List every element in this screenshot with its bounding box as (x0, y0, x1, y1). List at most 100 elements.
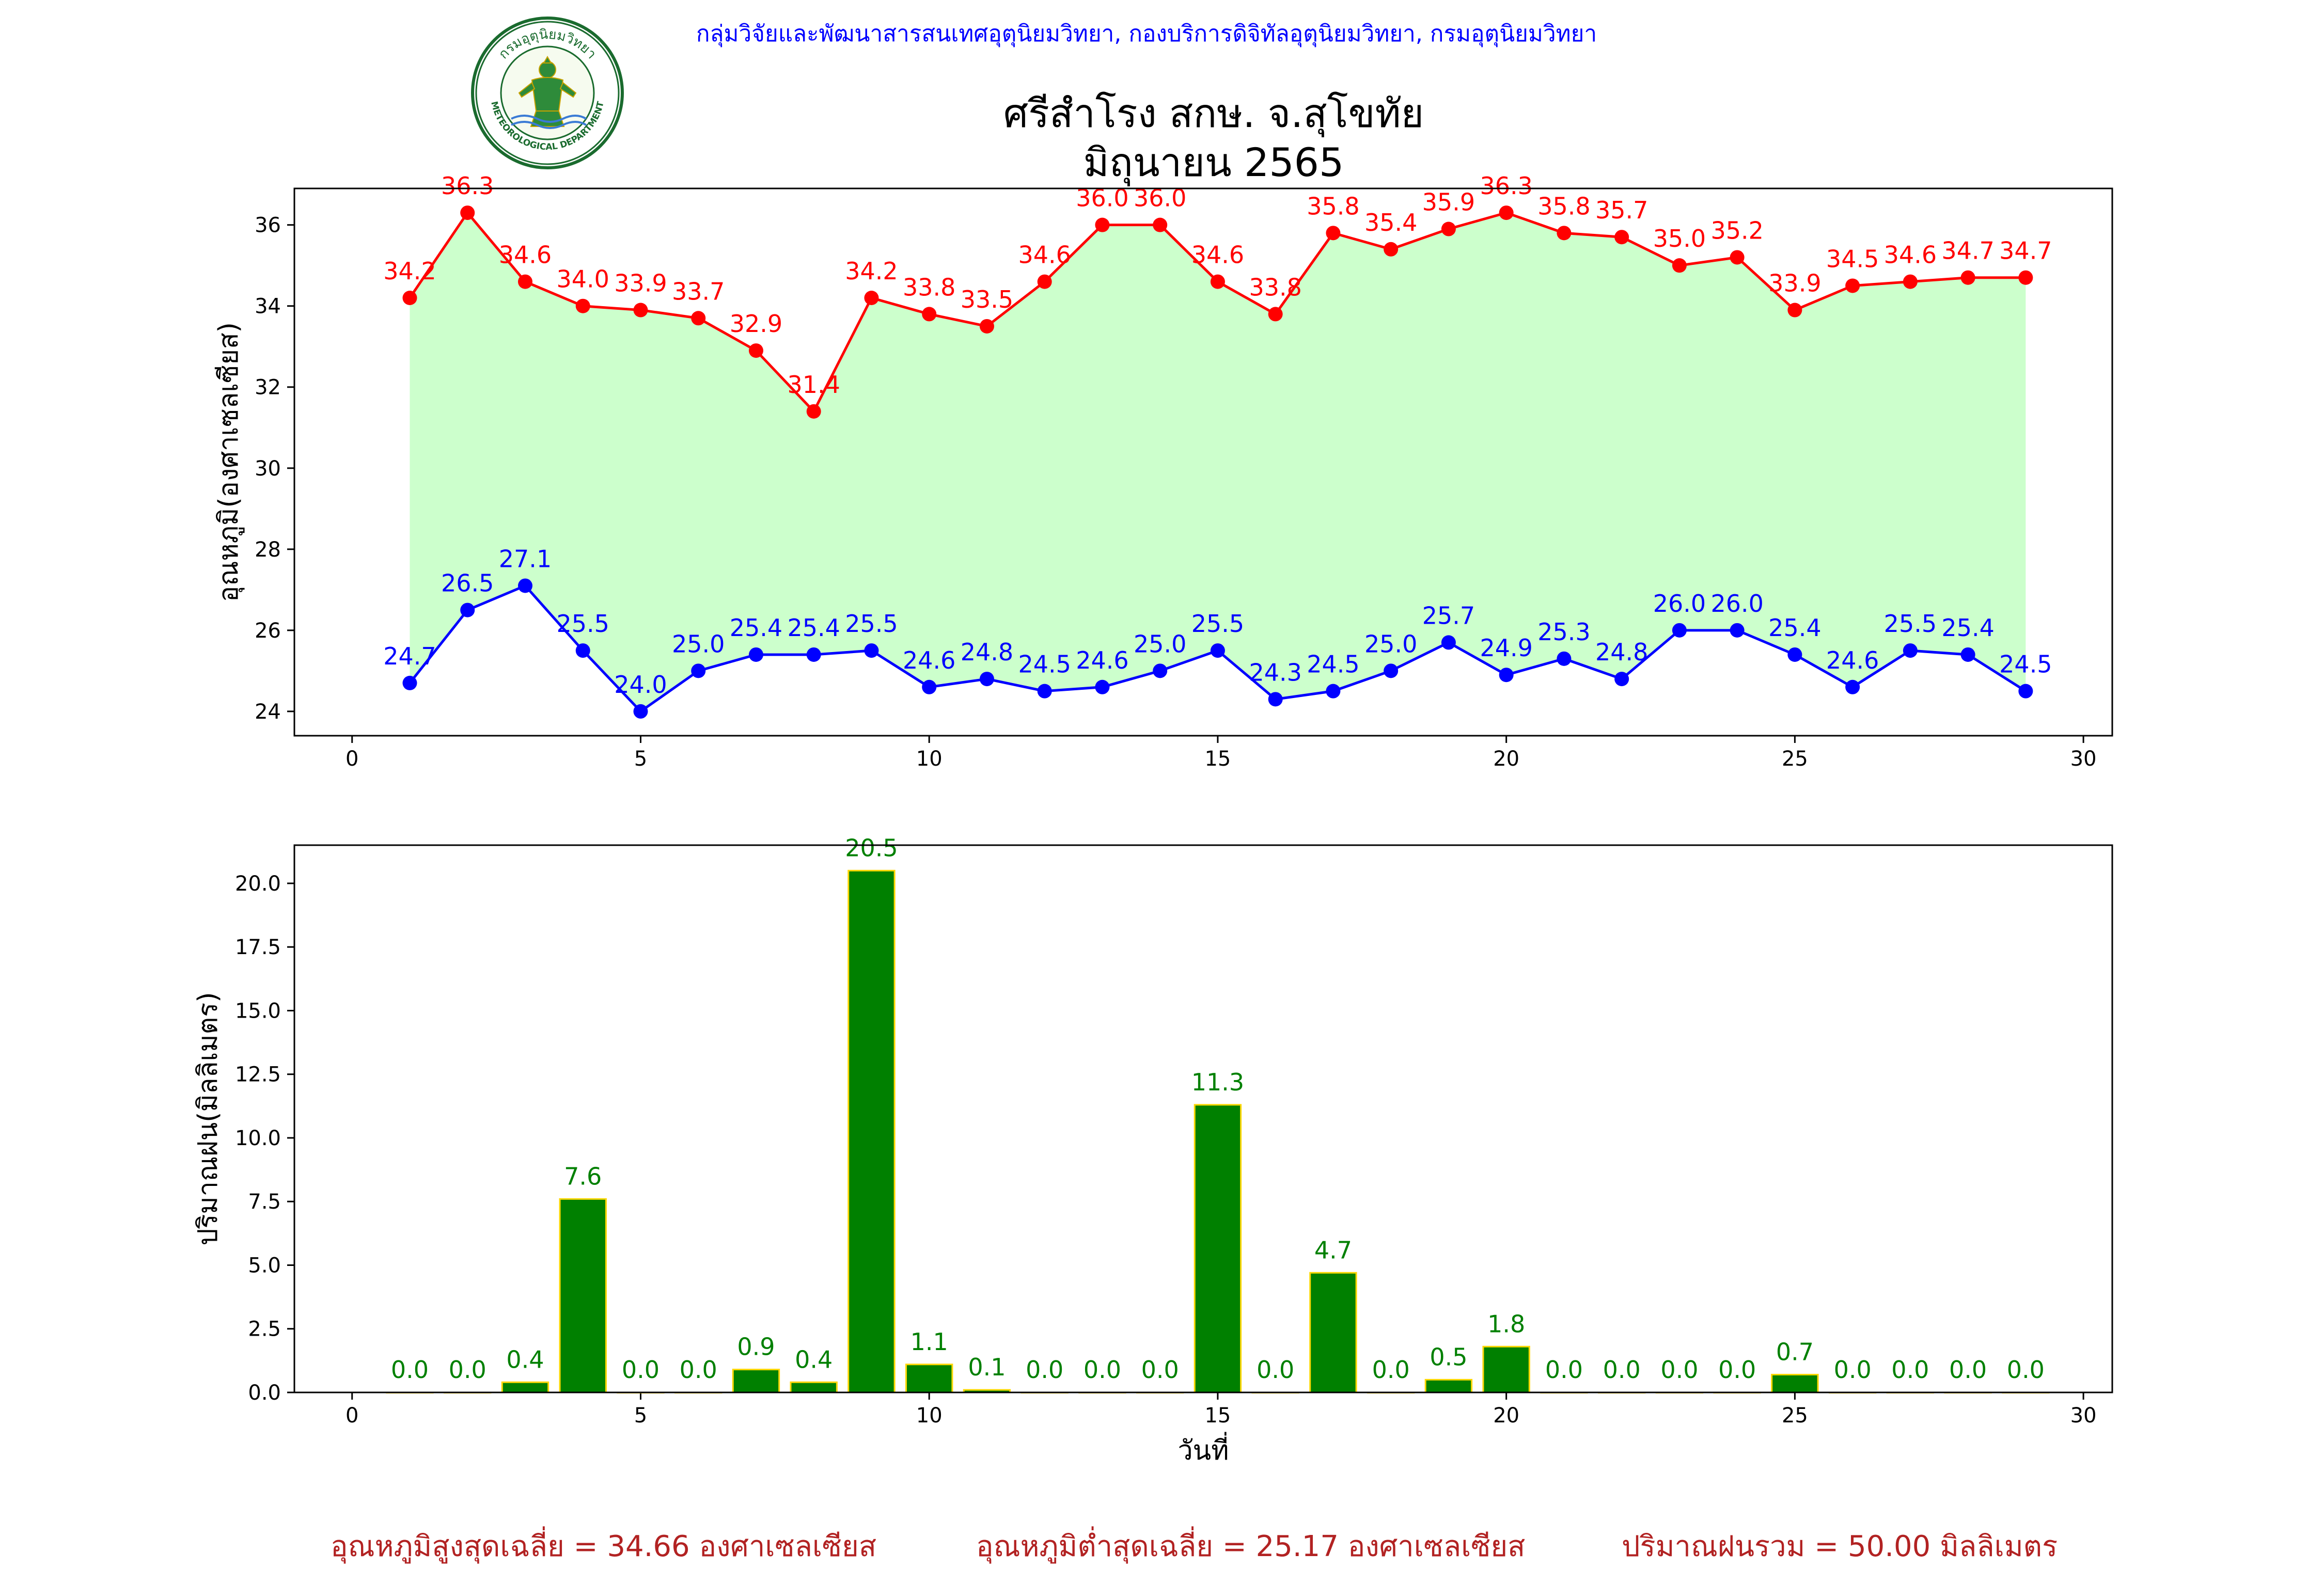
rainfall-bar (1309, 1272, 1357, 1393)
min-temperature-point (1614, 672, 1629, 687)
max-temperature-label: 34.2 (383, 257, 436, 285)
x-tick-label: 25 (1782, 1404, 1808, 1428)
y-tick-label: 17.5 (235, 936, 281, 959)
summary-total-rainfall: ปริมาณฝนรวม = 50.00 มิลลิเมตร (1622, 1530, 2058, 1563)
x-tick-label: 10 (916, 1404, 943, 1428)
max-temperature-point (1210, 274, 1225, 289)
max-temperature-label: 34.7 (1941, 237, 1994, 265)
max-temperature-point (1730, 250, 1745, 265)
rainfall-bar-label: 0.4 (795, 1345, 833, 1373)
max-temperature-label: 33.5 (961, 286, 1013, 313)
max-temperature-label: 34.0 (557, 265, 609, 293)
temperature-range-fill (410, 213, 2026, 711)
rainfall-bar-label: 7.6 (564, 1162, 602, 1190)
min-temperature-label: 25.5 (1191, 610, 1244, 638)
rainfall-bar (1424, 1378, 1473, 1393)
min-temperature-point (1210, 643, 1225, 658)
x-tick-label: 10 (916, 747, 943, 771)
max-temperature-label: 34.6 (1191, 241, 1244, 269)
min-temperature-point (575, 643, 590, 658)
max-temperature-label: 33.9 (614, 270, 667, 297)
rainfall-y-axis-label: ปริมาณฝน(มิลลิเมตร) (193, 992, 224, 1245)
min-temperature-label: 24.3 (1249, 658, 1301, 686)
temperature-y-axis-label: อุณหภูมิ(องศาเซลเซียส) (213, 322, 245, 602)
min-temperature-label: 25.4 (730, 614, 782, 642)
min-temperature-label: 25.3 (1537, 618, 1590, 646)
min-temperature-label: 25.0 (1134, 630, 1186, 658)
y-tick-label: 2.5 (248, 1318, 281, 1341)
max-temperature-label: 34.5 (1826, 245, 1879, 273)
max-temperature-label: 34.7 (1999, 237, 2052, 265)
min-temperature-label: 25.5 (557, 610, 609, 638)
x-tick-label: 15 (1204, 1404, 1231, 1428)
x-tick-label: 0 (346, 747, 358, 771)
max-temperature-point (979, 319, 994, 334)
rainfall-bar-label: 0.0 (2007, 1356, 2045, 1384)
rainfall-bar-label: 0.0 (680, 1356, 717, 1384)
y-tick-label: 7.5 (248, 1190, 281, 1214)
y-tick-label: 28 (255, 538, 281, 562)
max-temperature-point (575, 298, 590, 313)
x-tick-label: 20 (1493, 747, 1519, 771)
min-temperature-point (1384, 663, 1399, 678)
min-temperature-point (633, 704, 648, 719)
min-temperature-label: 25.0 (1364, 630, 1417, 658)
max-temperature-point (1903, 274, 1918, 289)
rainfall-bar-label: 0.0 (1084, 1356, 1121, 1384)
y-tick-label: 30 (255, 457, 281, 481)
rainfall-bar (1771, 1373, 1819, 1393)
rainfall-x-axis-label: วันที่ (1177, 1432, 1229, 1466)
min-temperature-point (1960, 647, 1975, 662)
min-temperature-label: 24.8 (1595, 638, 1648, 666)
rainfall-bar-label: 0.0 (1891, 1356, 1929, 1384)
min-temperature-label: 24.6 (1076, 646, 1128, 674)
max-temperature-point (691, 311, 706, 326)
y-tick-label: 15.0 (235, 999, 281, 1023)
max-temperature-label: 33.8 (903, 273, 955, 301)
rainfall-bar-label: 0.0 (449, 1356, 486, 1384)
y-tick-label: 24 (255, 700, 281, 724)
max-temperature-point (2018, 270, 2033, 285)
rainfall-bar (559, 1198, 607, 1393)
x-tick-label: 25 (1782, 747, 1808, 771)
min-temperature-label: 25.4 (1768, 614, 1821, 642)
chart-title-month: มิถุนายน 2565 (1083, 139, 1344, 185)
max-temperature-point (922, 307, 937, 322)
y-tick-label: 20.0 (235, 872, 281, 896)
min-temperature-point (1499, 668, 1514, 683)
max-temperature-point (402, 291, 417, 305)
x-tick-label: 5 (634, 1404, 647, 1428)
max-temperature-point (460, 205, 475, 220)
min-temperature-label: 25.4 (1941, 614, 1994, 642)
organization-header: กลุ่มวิจัยและพัฒนาสารสนเทศอุตุนิยมวิทยา,… (696, 21, 1597, 47)
rainfall-bar-label: 0.1 (968, 1353, 1006, 1381)
min-temperature-point (922, 679, 937, 694)
min-temperature-point (1557, 651, 1572, 666)
max-temperature-label: 33.8 (1249, 273, 1301, 301)
y-tick-label: 12.5 (235, 1063, 281, 1087)
rainfall-bar-label: 1.1 (910, 1328, 948, 1356)
max-temperature-label: 34.2 (845, 257, 898, 285)
x-tick-label: 20 (1493, 1404, 1519, 1428)
y-tick-label: 26 (255, 619, 281, 643)
max-temperature-label: 32.9 (730, 310, 782, 338)
min-temperature-label: 24.8 (961, 638, 1013, 666)
max-temperature-point (1095, 217, 1110, 232)
min-temperature-label: 24.0 (614, 671, 667, 699)
min-temperature-label: 25.0 (672, 630, 725, 658)
max-temperature-label: 35.9 (1422, 188, 1475, 216)
max-temperature-label: 35.2 (1710, 216, 1763, 244)
min-temperature-point (1037, 684, 1052, 699)
rainfall-bar-label: 0.9 (737, 1333, 775, 1361)
min-temperature-point (1845, 679, 1860, 694)
rainfall-bar-label: 0.0 (1141, 1356, 1179, 1384)
rainfall-bar-label: 0.0 (1603, 1356, 1641, 1384)
max-temperature-label: 33.9 (1768, 270, 1821, 297)
max-temperature-label: 36.3 (1480, 172, 1532, 200)
max-temperature-point (1960, 270, 1975, 285)
min-temperature-point (1730, 623, 1745, 638)
rainfall-bar-label: 0.0 (391, 1356, 429, 1384)
rainfall-bar-label: 0.0 (1949, 1356, 1987, 1384)
max-temperature-point (1787, 303, 1802, 318)
